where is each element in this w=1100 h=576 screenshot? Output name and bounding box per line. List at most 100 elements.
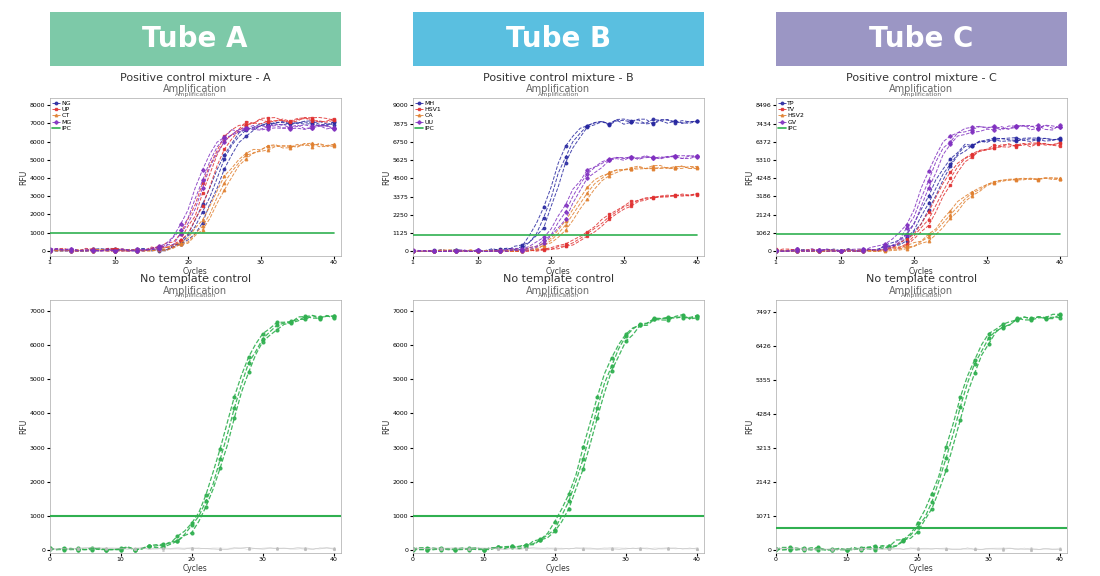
MH bbox=[530, 220, 543, 227]
Title: Amplification: Amplification bbox=[901, 293, 942, 298]
UP bbox=[51, 245, 64, 252]
IPC bbox=[262, 229, 275, 236]
IPC bbox=[522, 232, 536, 238]
HSV1 bbox=[486, 247, 499, 254]
UP bbox=[145, 244, 158, 251]
HSV1 bbox=[450, 248, 463, 255]
MH bbox=[406, 248, 419, 255]
IPC bbox=[952, 230, 965, 237]
IPC bbox=[1046, 230, 1059, 237]
TV bbox=[915, 221, 928, 228]
UU bbox=[478, 248, 492, 255]
HSV2 bbox=[900, 242, 913, 249]
CT bbox=[160, 245, 173, 252]
TV bbox=[936, 180, 949, 187]
Text: Tube B: Tube B bbox=[506, 25, 610, 53]
CA bbox=[434, 248, 449, 255]
UP bbox=[204, 162, 217, 169]
MG bbox=[152, 243, 165, 250]
MH bbox=[537, 204, 550, 211]
MH bbox=[486, 247, 499, 254]
MH bbox=[690, 118, 703, 125]
Title: Amplification: Amplification bbox=[901, 92, 942, 97]
IPC bbox=[820, 230, 833, 237]
Title: Amplification: Amplification bbox=[538, 92, 579, 97]
GV bbox=[878, 241, 891, 248]
MH bbox=[617, 116, 630, 123]
GV bbox=[922, 168, 935, 175]
UU bbox=[581, 166, 594, 173]
CT bbox=[145, 248, 158, 255]
IPC bbox=[1038, 230, 1052, 237]
TP bbox=[864, 247, 877, 254]
HSV1 bbox=[508, 247, 521, 254]
HSV1 bbox=[631, 198, 645, 204]
Text: Amplification: Amplification bbox=[163, 84, 228, 94]
CA bbox=[573, 195, 586, 202]
HSV1 bbox=[464, 248, 477, 255]
GV bbox=[820, 246, 833, 253]
MH bbox=[472, 247, 485, 253]
TP bbox=[980, 137, 993, 143]
CA bbox=[559, 217, 572, 224]
UU bbox=[675, 152, 689, 159]
IPC bbox=[871, 230, 884, 237]
NG bbox=[290, 120, 304, 127]
HSV1 bbox=[690, 190, 703, 197]
IPC bbox=[559, 232, 572, 238]
UP bbox=[138, 247, 151, 254]
X-axis label: Cycles: Cycles bbox=[909, 563, 934, 573]
CT bbox=[101, 248, 114, 255]
IPC bbox=[160, 229, 173, 236]
HSV2 bbox=[777, 248, 790, 255]
NG bbox=[218, 151, 231, 158]
NG bbox=[123, 248, 136, 255]
TP bbox=[900, 230, 913, 237]
X-axis label: Cycles: Cycles bbox=[183, 563, 208, 573]
HSV1 bbox=[661, 192, 674, 199]
GV bbox=[980, 124, 993, 131]
Line: MH: MH bbox=[411, 118, 698, 253]
NG bbox=[232, 130, 245, 137]
HSV1 bbox=[639, 195, 652, 202]
Title: Amplification: Amplification bbox=[175, 293, 216, 298]
MH bbox=[653, 116, 667, 123]
MG bbox=[306, 123, 319, 130]
MH bbox=[573, 125, 586, 132]
UU bbox=[493, 247, 506, 254]
CT bbox=[87, 248, 100, 255]
TP bbox=[886, 239, 899, 246]
IPC bbox=[639, 232, 652, 238]
MG bbox=[284, 124, 297, 131]
MH bbox=[522, 232, 536, 239]
IPC bbox=[661, 232, 674, 238]
HSV2 bbox=[1016, 175, 1030, 181]
IPC bbox=[298, 229, 311, 236]
IPC bbox=[434, 232, 449, 238]
Line: UP: UP bbox=[48, 116, 336, 252]
MG bbox=[290, 123, 304, 130]
CA bbox=[472, 247, 485, 254]
GV bbox=[1016, 122, 1030, 129]
IPC bbox=[327, 229, 340, 236]
NG bbox=[182, 231, 195, 238]
NG bbox=[43, 248, 56, 255]
UP bbox=[73, 248, 86, 255]
UU bbox=[603, 156, 616, 162]
MH bbox=[428, 246, 441, 253]
NG bbox=[240, 126, 253, 132]
IPC bbox=[196, 229, 209, 236]
IPC bbox=[73, 229, 86, 236]
UP bbox=[109, 245, 122, 252]
CT bbox=[51, 248, 64, 255]
HSV2 bbox=[805, 248, 818, 255]
IPC bbox=[109, 229, 122, 236]
CA bbox=[508, 245, 521, 252]
GV bbox=[1046, 125, 1059, 132]
GV bbox=[805, 248, 818, 255]
HSV1 bbox=[414, 248, 427, 255]
UU bbox=[573, 178, 586, 185]
NG bbox=[101, 245, 114, 252]
IPC bbox=[827, 230, 840, 237]
TP bbox=[849, 248, 862, 255]
